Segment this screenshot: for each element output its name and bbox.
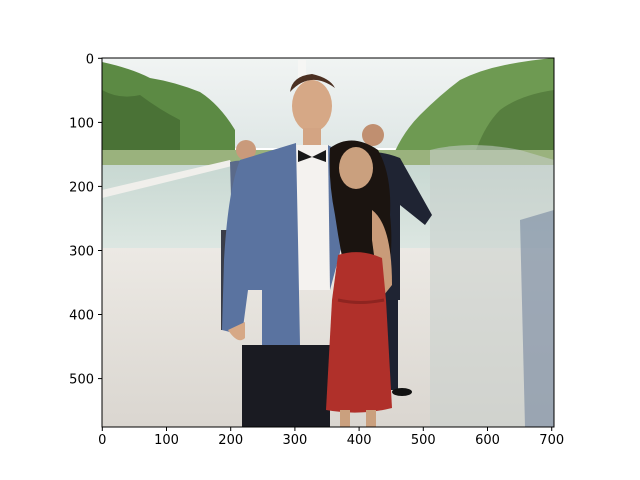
y-tick-label: 200	[69, 180, 94, 195]
x-tick-label: 200	[218, 433, 243, 448]
x-tick-label: 400	[347, 433, 372, 448]
bow-tie	[298, 150, 326, 162]
y-tick-label: 500	[69, 373, 94, 388]
woman-red-dress	[326, 140, 392, 427]
y-tick-label: 100	[69, 116, 94, 131]
x-tick: 300	[282, 427, 307, 448]
x-tick: 400	[347, 427, 372, 448]
trousers	[242, 345, 330, 427]
x-tick-label: 100	[154, 433, 179, 448]
x-tick-label: 700	[539, 433, 564, 448]
white-shirt	[295, 145, 330, 290]
y-tick-label: 0	[86, 52, 94, 67]
red-dress	[326, 252, 392, 413]
x-tick: 500	[411, 427, 436, 448]
y-tick: 300	[69, 245, 102, 260]
x-tick-label: 300	[282, 433, 307, 448]
x-tick: 100	[154, 427, 179, 448]
y-axis: 0 100 200 300 400 500	[69, 52, 102, 388]
x-tick-label: 500	[411, 433, 436, 448]
x-axis: 0 100 200 300 400 500 600 700	[98, 427, 564, 448]
man-blue-suit	[222, 74, 346, 427]
y-tick: 500	[69, 373, 102, 388]
y-tick: 0	[86, 52, 102, 67]
x-tick: 700	[539, 427, 564, 448]
y-tick: 400	[69, 309, 102, 324]
y-tick: 200	[69, 180, 102, 195]
x-tick-label: 600	[475, 433, 500, 448]
axes-frame	[101, 57, 555, 428]
x-tick: 0	[98, 427, 106, 448]
y-tick: 100	[69, 116, 102, 131]
y-tick-label: 400	[69, 309, 94, 324]
x-tick: 600	[475, 427, 500, 448]
x-tick: 200	[218, 427, 243, 448]
photo	[102, 58, 554, 427]
y-tick-label: 300	[69, 245, 94, 260]
blue-jacket	[222, 143, 300, 350]
x-tick-label: 0	[98, 433, 106, 448]
